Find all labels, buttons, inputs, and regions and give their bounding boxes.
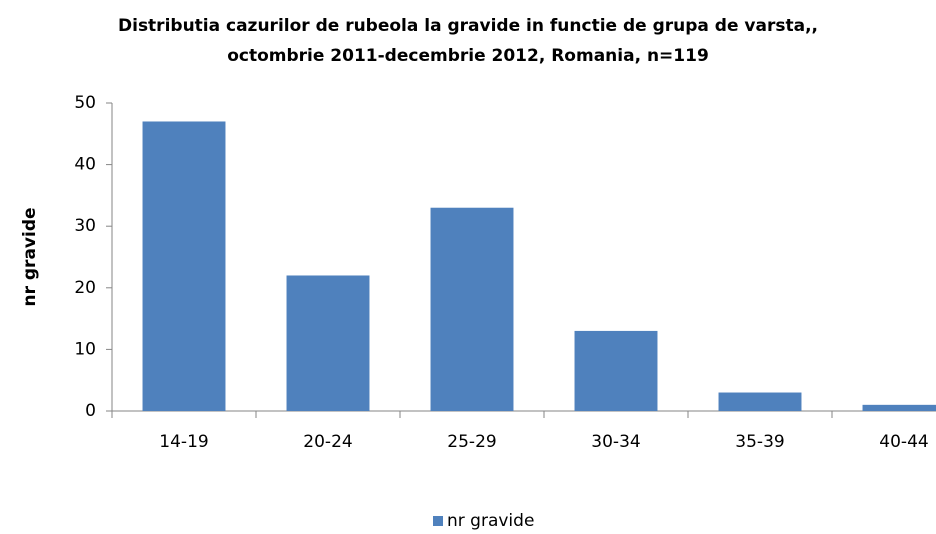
bar — [574, 330, 658, 411]
x-tick-label: 14-19 — [159, 432, 208, 452]
x-tick-label: 40-44 — [879, 432, 928, 452]
bar — [286, 275, 370, 411]
legend-swatch — [433, 516, 443, 526]
x-tick-label: 30-34 — [591, 432, 640, 452]
chart-title: octombrie 2011-decembrie 2012, Romania, … — [227, 46, 709, 66]
y-axis-label: nr gravide — [20, 207, 40, 306]
x-tick-label: 20-24 — [303, 432, 352, 452]
bar — [430, 207, 514, 411]
y-tick-label: 10 — [74, 339, 96, 359]
y-tick-label: 40 — [74, 155, 96, 175]
bar — [142, 121, 226, 411]
bar — [718, 392, 802, 411]
y-tick-label: 30 — [74, 216, 96, 236]
x-tick-label: 35-39 — [735, 432, 784, 452]
legend-label: nr gravide — [447, 511, 534, 531]
y-tick-label: 20 — [74, 278, 96, 298]
y-tick-label: 0 — [85, 401, 96, 421]
bar — [862, 404, 936, 411]
chart-title: Distributia cazurilor de rubeola la grav… — [118, 16, 818, 36]
x-tick-label: 25-29 — [447, 432, 496, 452]
y-tick-label: 50 — [74, 93, 96, 113]
